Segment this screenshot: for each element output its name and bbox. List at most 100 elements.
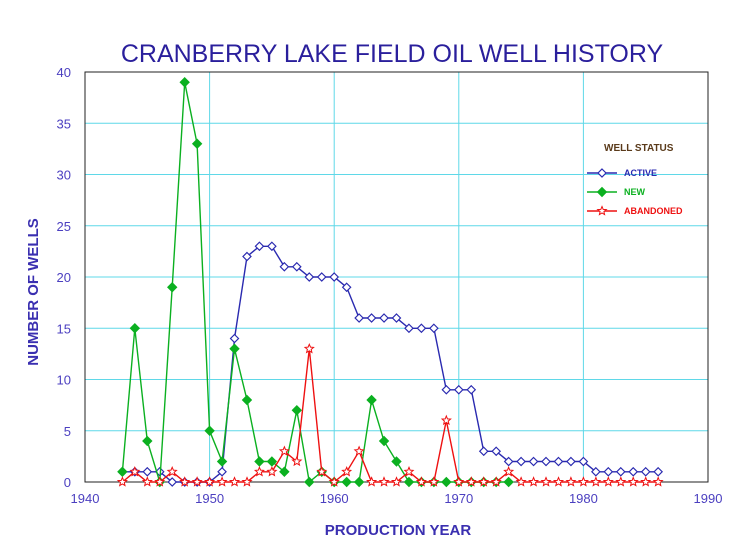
legend: WELL STATUS ACTIVE NEW ABANDONED [587, 143, 683, 216]
data-point-abandoned [216, 476, 228, 487]
y-tick-label: 25 [57, 219, 71, 234]
data-point-abandoned [378, 476, 390, 487]
data-point-abandoned [366, 476, 378, 487]
data-point-abandoned [627, 476, 639, 487]
data-point-active [453, 384, 464, 395]
x-tick-label: 1940 [71, 491, 100, 506]
tick-labels: 0 5 10 15 20 25 30 35 40 1940 1950 1960 1970 1980 1990 [57, 65, 723, 506]
data-point-active [254, 241, 265, 252]
data-point-abandoned [590, 476, 602, 487]
legend-label-abandoned: ABANDONED [624, 206, 683, 216]
legend-item-abandoned: ABANDONED [587, 205, 683, 216]
data-point-abandoned [615, 476, 627, 487]
data-point-active [653, 466, 664, 477]
data-point-abandoned [291, 455, 303, 467]
data-point-active [615, 466, 626, 477]
data-point-abandoned [652, 476, 664, 487]
x-tick-label: 1960 [320, 491, 349, 506]
data-point-active [404, 323, 414, 334]
data-point-active [304, 272, 315, 282]
data-point-new [204, 425, 215, 436]
data-point-active [553, 456, 564, 467]
data-point-active [503, 456, 514, 467]
data-point-new [229, 343, 240, 354]
data-point-active [242, 251, 252, 262]
data-point-new [366, 394, 377, 406]
legend-marker-abandoned [596, 205, 608, 216]
data-point-abandoned [253, 465, 265, 477]
data-point-new [304, 476, 315, 488]
data-point-abandoned [116, 476, 128, 487]
y-tick-label: 10 [57, 373, 71, 388]
data-point-abandoned [453, 476, 465, 487]
data-point-abandoned [503, 465, 515, 477]
data-point-active [329, 272, 340, 282]
data-point-active [366, 313, 377, 323]
data-point-active [566, 456, 576, 467]
series-active [117, 241, 664, 487]
data-point-abandoned [640, 476, 652, 487]
data-point-active [541, 456, 551, 467]
data-point-new [254, 456, 265, 467]
data-point-abandoned [166, 466, 178, 477]
data-point-abandoned [602, 476, 614, 487]
x-tick-label: 1970 [444, 491, 473, 506]
data-point-abandoned [540, 476, 552, 487]
data-point-active [628, 466, 639, 477]
data-point-active [640, 466, 651, 477]
data-point-active [167, 477, 178, 487]
legend-title: WELL STATUS [604, 143, 674, 154]
data-point-abandoned [403, 465, 415, 477]
y-tick-label: 30 [57, 168, 71, 183]
data-point-new [353, 476, 365, 488]
data-point-active [279, 261, 290, 272]
data-point-new [291, 405, 303, 416]
data-point-active [578, 456, 589, 467]
data-point-abandoned [328, 476, 340, 487]
data-point-new [266, 456, 278, 467]
data-point-active [478, 446, 489, 457]
data-point-active [528, 456, 539, 467]
data-point-abandoned [353, 445, 365, 456]
x-tick-label: 1980 [569, 491, 598, 506]
data-point-active [341, 282, 352, 293]
data-point-abandoned [565, 476, 577, 487]
series-layer [116, 77, 664, 488]
data-point-active [603, 466, 614, 477]
data-point-new [378, 435, 390, 447]
data-point-active [291, 261, 302, 272]
data-point-abandoned [241, 476, 253, 487]
chart-title: CRANBERRY LAKE FIELD OIL WELL HISTORY [121, 40, 664, 68]
data-point-abandoned [577, 476, 589, 487]
data-point-new [341, 476, 352, 488]
y-tick-label: 15 [57, 321, 71, 336]
data-point-abandoned [528, 476, 540, 487]
data-point-new [216, 456, 228, 467]
data-point-new [142, 435, 153, 447]
data-point-new [503, 476, 514, 488]
data-point-new [441, 476, 452, 488]
legend-item-active: ACTIVE [587, 168, 657, 178]
data-point-active [516, 456, 526, 467]
data-point-new [403, 476, 415, 488]
x-tick-label: 1990 [694, 491, 723, 506]
data-point-active [142, 466, 153, 477]
data-point-active [416, 323, 427, 334]
y-tick-label: 20 [57, 270, 71, 285]
series-line-new [121, 82, 509, 484]
data-point-active [466, 384, 477, 395]
x-axis-label: PRODUCTION YEAR [325, 522, 472, 539]
data-point-abandoned [141, 476, 153, 487]
data-point-new [279, 466, 290, 477]
data-point-abandoned [515, 476, 527, 487]
data-point-abandoned [440, 414, 452, 426]
data-point-abandoned [415, 476, 427, 487]
data-point-abandoned [278, 445, 290, 456]
data-point-abandoned [390, 476, 403, 487]
data-point-abandoned [154, 476, 166, 487]
y-axis-label: NUMBER OF WELLS [25, 218, 42, 366]
y-tick-label: 35 [57, 116, 71, 131]
data-point-active [229, 333, 240, 344]
data-point-new [129, 323, 141, 334]
data-point-active [217, 466, 227, 477]
